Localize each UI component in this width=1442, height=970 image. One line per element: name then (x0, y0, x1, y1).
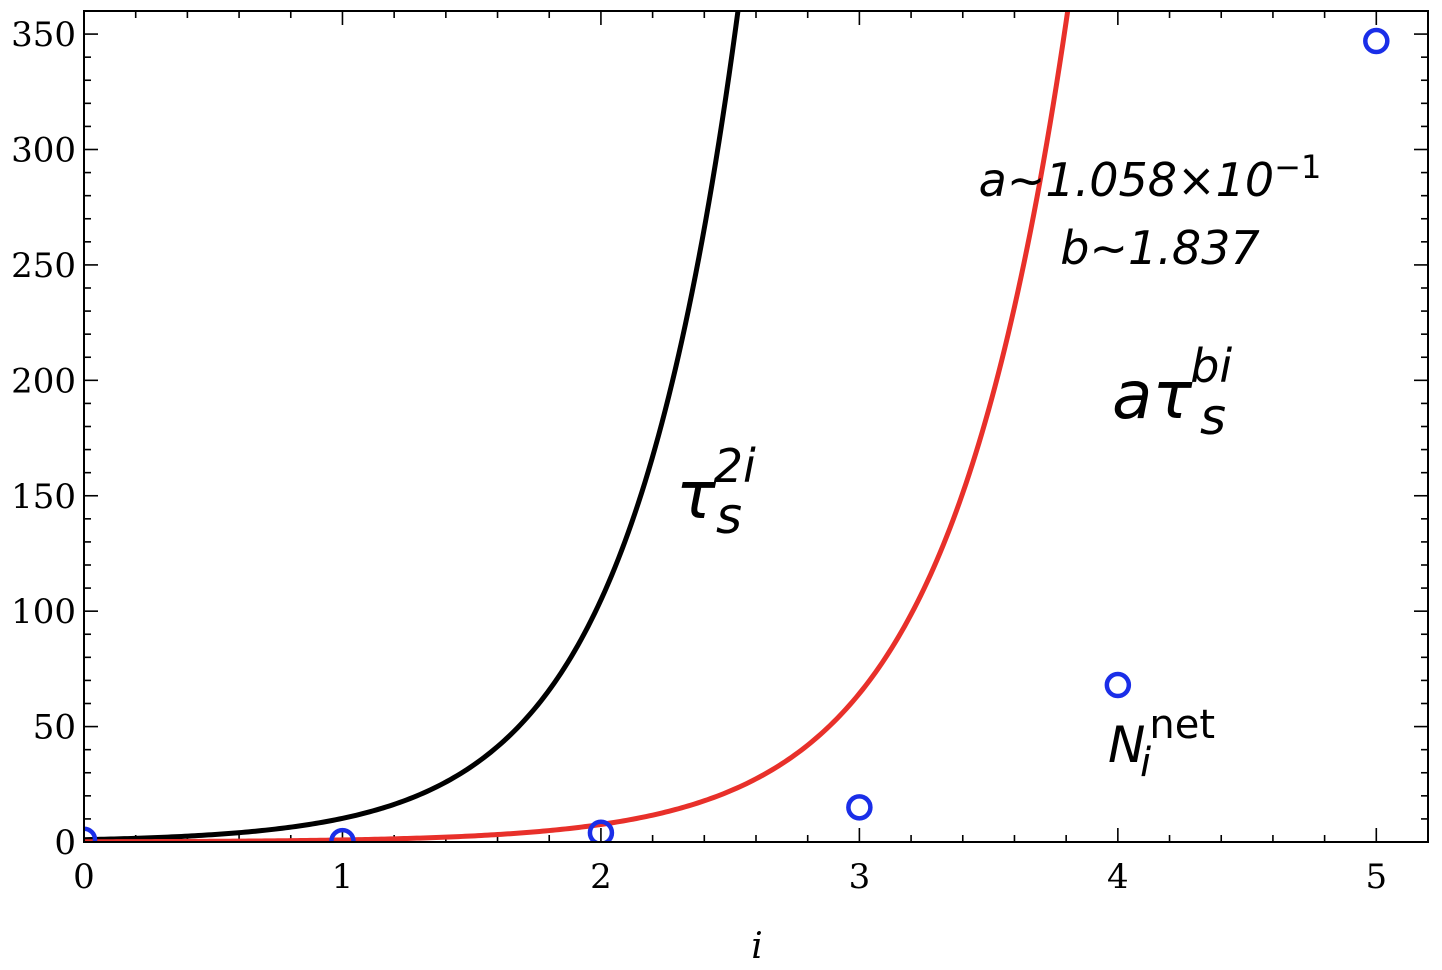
x-tick-label: 4 (1107, 857, 1129, 897)
black-curve-label-sub: s (716, 487, 742, 545)
axis-ticks (83, 10, 1429, 843)
black-label-base: τ (676, 457, 717, 534)
y-tick-label: 150 (11, 477, 76, 517)
x-axis-title: i (751, 926, 763, 967)
black-curve-label: τ2i (676, 439, 756, 534)
fit-b-annotation: b~1.837 (1060, 221, 1259, 275)
series-curves (84, 11, 1071, 842)
y-tick-label: 100 (11, 592, 76, 632)
red-label-sup: bi (1190, 339, 1232, 393)
plot-frame (83, 10, 1429, 843)
data-point (84, 826, 98, 842)
fit-a-exponent: −1 (1274, 148, 1321, 186)
red-label-base: aτ (1112, 357, 1193, 434)
red-curve-label-sub: s (1200, 388, 1226, 446)
x-tick-label: 0 (73, 857, 95, 897)
scatter-label-base: N (1108, 716, 1145, 774)
y-tick-label: 200 (11, 361, 76, 401)
y-tick-label: 50 (33, 708, 76, 748)
red-fit-curve (84, 11, 1071, 842)
y-tick-label: 350 (11, 15, 76, 55)
y-tick-label: 0 (54, 823, 76, 863)
x-tick-label: 2 (590, 857, 612, 897)
fit-a-text: a~1.058×10 (979, 153, 1275, 207)
y-tick-label: 300 (11, 131, 76, 171)
scatter-label-sup: net (1149, 702, 1215, 748)
data-point (1363, 27, 1390, 55)
scatter-label-sub: i (1140, 740, 1151, 786)
black-label-sup: 2i (714, 439, 756, 493)
x-tick-label: 3 (849, 857, 871, 897)
data-point (846, 794, 873, 821)
data-point (1104, 671, 1132, 699)
x-tick-label: 5 (1365, 857, 1387, 897)
x-tick-label: 1 (332, 857, 354, 897)
data-point (587, 819, 615, 842)
black-curve (84, 11, 741, 842)
red-curve-label: aτbi (1112, 339, 1232, 434)
fit-a-annotation: a~1.058×10−1 (979, 148, 1322, 207)
y-tick-label: 250 (11, 246, 76, 286)
